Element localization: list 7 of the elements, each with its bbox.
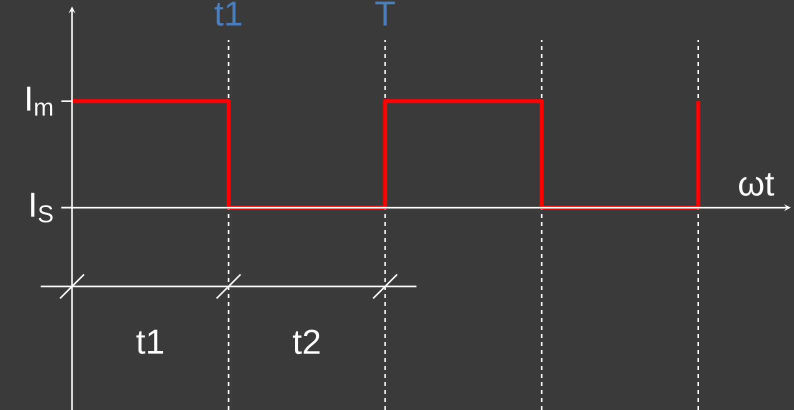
text: I$_{m}$	[27, 86, 52, 116]
text: I$_{S}$	[31, 192, 53, 222]
text: t1	[214, 2, 242, 26]
text: t2	[292, 330, 320, 354]
text: t1	[136, 330, 164, 354]
x-axis-title: ωt	[739, 173, 774, 196]
text: T	[375, 2, 395, 26]
